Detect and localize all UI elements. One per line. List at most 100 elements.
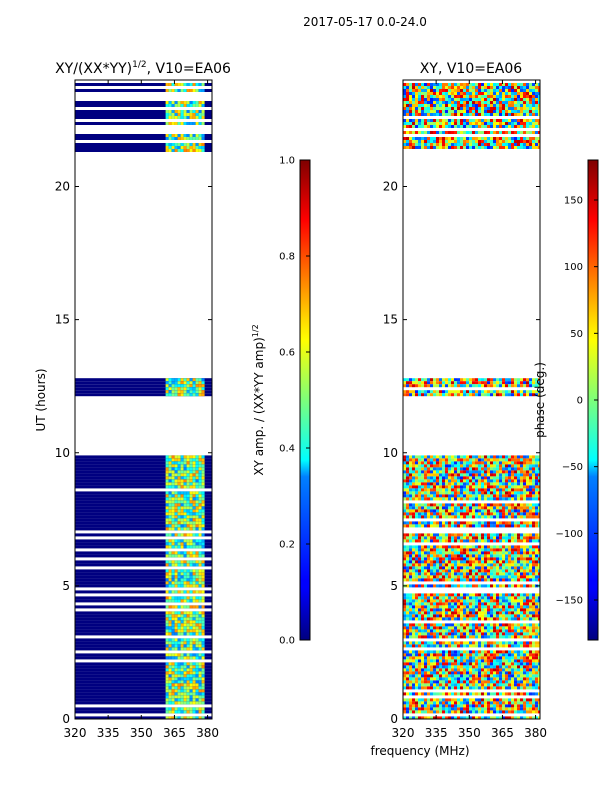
heatmap-cell (427, 593, 430, 597)
heatmap-cell (442, 698, 445, 702)
heatmap-cell (436, 626, 439, 630)
heatmap-cell (484, 381, 487, 385)
heatmap-cell (457, 674, 460, 678)
heatmap-cell (532, 623, 535, 627)
heatmap-cell (514, 710, 517, 714)
heatmap-cell (505, 563, 508, 567)
heatmap-cell (526, 614, 529, 618)
heatmap-cell (496, 491, 499, 495)
heatmap-cell (427, 653, 430, 657)
heatmap-cell (430, 692, 433, 696)
heatmap-cell (442, 83, 445, 86)
heatmap-cell (481, 455, 484, 459)
heatmap-cell (165, 599, 169, 603)
heatmap-cell (186, 542, 190, 546)
heatmap-cell (499, 473, 502, 477)
heatmap-cell (192, 539, 196, 543)
heatmap-cell (421, 680, 424, 684)
heatmap-cell (171, 476, 175, 480)
heatmap-cell (490, 476, 493, 480)
heatmap-cell (517, 557, 520, 561)
heatmap-cell (406, 626, 409, 630)
heatmap-cell (514, 381, 517, 385)
heatmap-cell (186, 524, 190, 528)
heatmap-cell (421, 458, 424, 462)
heatmap-cell (421, 455, 424, 459)
heatmap-cell (186, 716, 190, 719)
heatmap-cell (484, 644, 487, 648)
heatmap-cell (505, 539, 508, 543)
heatmap-cell (472, 539, 475, 543)
heatmap-cell (463, 393, 466, 397)
heatmap-cell (496, 698, 499, 702)
heatmap-cell (180, 665, 184, 669)
heatmap-cell (421, 617, 424, 621)
heatmap-cell (409, 707, 412, 711)
heatmap-cell (186, 476, 190, 480)
heatmap-cell (406, 476, 409, 480)
heatmap-cell (451, 683, 454, 687)
heatmap-cell (174, 491, 178, 495)
heatmap-cell (409, 381, 412, 385)
heatmap-cell (496, 554, 499, 558)
heatmap-cell (526, 611, 529, 615)
heatmap-cell (174, 692, 178, 696)
heatmap-cell (514, 611, 517, 615)
heatmap-cell (201, 662, 205, 666)
heatmap-cell (427, 608, 430, 612)
heatmap-cell (529, 479, 532, 483)
heatmap-cell (466, 599, 469, 603)
heatmap-cell (436, 677, 439, 681)
heatmap-cell (532, 497, 535, 501)
heatmap-cell (409, 710, 412, 714)
heatmap-cell (436, 650, 439, 654)
heatmap-cell (177, 458, 181, 462)
heatmap-cell (421, 677, 424, 681)
heatmap-cell (415, 614, 418, 618)
heatmap-cell (451, 659, 454, 663)
heatmap-cell (517, 575, 520, 579)
heatmap-cell (499, 515, 502, 519)
heatmap-cell (454, 467, 457, 471)
heatmap-cell (183, 467, 187, 471)
heatmap-cell (472, 653, 475, 657)
heatmap-cell (421, 665, 424, 669)
heatmap-cell (445, 557, 448, 561)
heatmap-cell (460, 548, 463, 552)
heatmap-cell (499, 593, 502, 597)
heatmap-cell (165, 83, 169, 86)
heatmap-cell (195, 551, 199, 555)
heatmap-cell (505, 623, 508, 627)
heatmap-cell (472, 378, 475, 382)
heatmap-cell (517, 485, 520, 489)
heatmap-cell (511, 623, 514, 627)
heatmap-cell (186, 641, 190, 645)
heatmap-cell (505, 677, 508, 681)
heatmap-cell (409, 668, 412, 672)
heatmap-cell (496, 560, 499, 564)
heatmap-cell (403, 671, 406, 675)
heatmap-cell (538, 485, 540, 489)
heatmap-cell (430, 515, 433, 519)
heatmap-cell (183, 455, 187, 459)
heatmap-cell (532, 707, 535, 711)
heatmap-cell (448, 671, 451, 675)
heatmap-cell (183, 677, 187, 681)
heatmap-cell (445, 491, 448, 495)
heatmap-cell (466, 536, 469, 540)
heatmap-cell (421, 698, 424, 702)
heatmap-cell (177, 644, 181, 648)
heatmap-cell (487, 485, 490, 489)
heatmap-cell (165, 473, 169, 477)
heatmap-cell (529, 596, 532, 600)
heatmap-cell (478, 494, 481, 498)
heatmap-cell (165, 470, 169, 474)
heatmap-cell (186, 623, 190, 627)
heatmap-cell (180, 689, 184, 693)
heatmap-cell (442, 575, 445, 579)
heatmap-cell (445, 611, 448, 615)
heatmap-cell (454, 464, 457, 468)
heatmap-cell (496, 605, 499, 609)
